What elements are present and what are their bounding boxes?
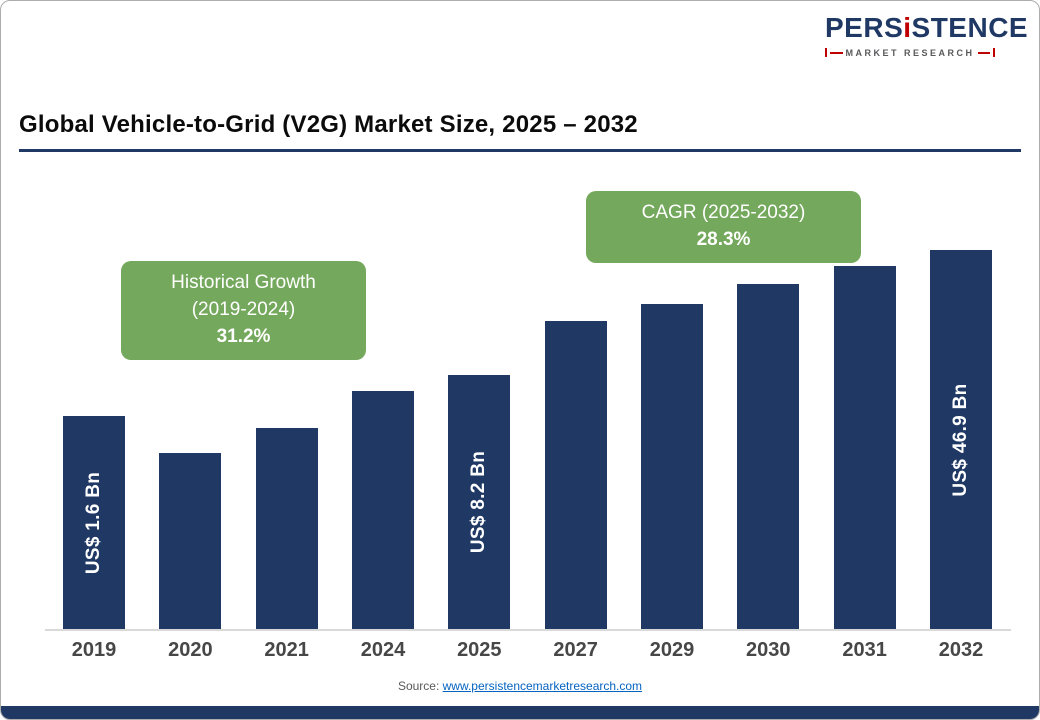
cagr-value: 28.3% [696, 228, 751, 250]
logo-text-post: STENCE [911, 12, 1029, 43]
bar-2020 [159, 453, 222, 629]
source-line: Source: www.persistencemarketresearch.co… [1, 679, 1039, 693]
source-prefix: Source: [397, 679, 440, 693]
x-tick-2025: 2025 [457, 639, 502, 661]
logo-right-cap [993, 48, 996, 58]
bar-value-label-2025: US$ 8.2 Bn [468, 450, 490, 554]
logo-text-pre: PERS [825, 12, 904, 43]
logo-subtitle: MARKET RESEARCH [845, 47, 975, 58]
bar-value-label-2019: US$ 1.6 Bn [83, 471, 104, 574]
bar-2029 [640, 304, 703, 629]
title-underline [19, 149, 1021, 152]
logo-wordmark: PERSiSTENCE [825, 12, 1028, 44]
cagr-line1: CAGR (2025-2032) [641, 202, 806, 223]
x-tick-2024: 2024 [360, 639, 406, 661]
bar-2024 [351, 391, 414, 629]
bar-chart: US$ 1.6 Bn US$ 8.2 Bn US$ 46.9 Bn [63, 249, 992, 629]
historical-growth-callout: Historical Growth (2019-2024) 31.2% [121, 261, 366, 360]
x-axis-line [45, 629, 1011, 631]
logo-subtitle-row: MARKET RESEARCH [825, 47, 996, 58]
bar-2019: US$ 1.6 Bn [63, 416, 125, 629]
bottom-bar [1, 706, 1039, 719]
bar-2027 [544, 321, 607, 629]
x-tick-2021: 2021 [264, 639, 309, 661]
bar-2031 [833, 266, 896, 629]
x-tick-2029: 2029 [649, 639, 695, 661]
bar-value-label-2032: US$ 46.9 Bn [949, 382, 971, 497]
logo-left-cap [825, 48, 827, 58]
bar-2032: US$ 46.9 Bn [929, 250, 992, 629]
page-title: Global Vehicle-to-Grid (V2G) Market Size… [19, 111, 638, 138]
persistence-logo: PERSiSTENCE MARKET RESEARCH [825, 12, 1028, 58]
logo-text-i: i [903, 12, 912, 43]
historical-growth-line1: Historical Growth [171, 272, 316, 293]
historical-growth-value: 31.2% [216, 325, 271, 347]
bar-2030 [737, 284, 800, 629]
x-axis-labels: 2019 2020 2021 2024 2025 2027 2029 2030 2031 2032 [63, 639, 992, 662]
logo-left-rule [830, 51, 843, 54]
logo-right-rule [977, 51, 991, 54]
x-tick-2031: 2031 [842, 639, 887, 661]
x-tick-2027: 2027 [553, 639, 598, 661]
historical-growth-line2: (2019-2024) [191, 298, 296, 320]
source-link[interactable]: www.persistencemarketresearch.com [442, 679, 643, 693]
bar-2021 [255, 428, 318, 629]
x-tick-2032: 2032 [938, 639, 984, 661]
x-tick-2030: 2030 [746, 639, 791, 661]
x-tick-2020: 2020 [168, 639, 213, 661]
x-tick-2019: 2019 [71, 639, 117, 661]
bar-2025: US$ 8.2 Bn [448, 375, 511, 629]
cagr-callout: CAGR (2025-2032) 28.3% [586, 191, 861, 263]
